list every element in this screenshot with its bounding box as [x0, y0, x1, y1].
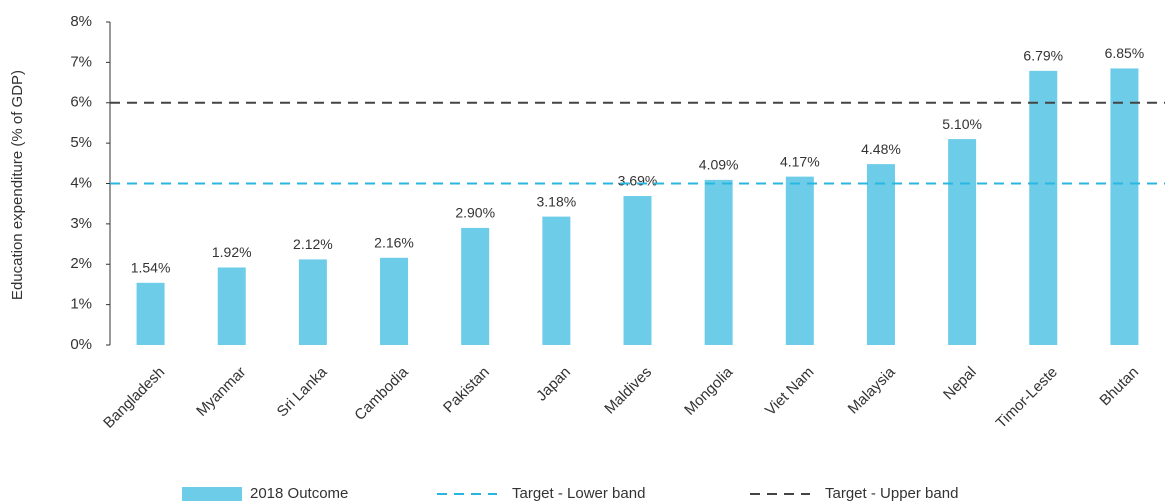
y-tick-label: 3%: [70, 215, 92, 232]
x-tick-label: Bangladesh: [100, 364, 168, 432]
legend-label: Target - Upper band: [825, 485, 958, 502]
value-label: 1.92%: [212, 244, 252, 260]
x-tick-label: Myanmar: [193, 364, 249, 420]
value-label: 6.85%: [1105, 45, 1145, 61]
value-label: 2.12%: [293, 236, 333, 252]
bar: [704, 179, 733, 345]
value-label: 4.48%: [861, 141, 901, 157]
bar: [1029, 70, 1058, 345]
bar: [623, 196, 652, 345]
bar: [1110, 68, 1139, 346]
value-label: 1.54%: [131, 260, 171, 276]
y-tick-label: 5%: [70, 134, 92, 151]
value-label: 4.09%: [699, 157, 739, 173]
x-tick-label: Bhutan: [1096, 364, 1142, 410]
x-tick-label: Cambodia: [351, 363, 412, 424]
value-label: 6.79%: [1023, 48, 1063, 64]
bar: [542, 216, 571, 345]
y-tick-label: 4%: [70, 174, 92, 191]
value-label: 2.16%: [374, 234, 414, 250]
y-tick-label: 7%: [70, 53, 92, 70]
y-axis-label: Education expenditure (% of GDP): [9, 70, 26, 300]
bar: [948, 139, 977, 345]
value-label: 4.17%: [780, 153, 820, 169]
value-label: 3.18%: [536, 193, 576, 209]
legend-label: 2018 Outcome: [250, 485, 348, 502]
y-tick-label: 8%: [70, 13, 92, 30]
x-tick-label: Timor-Leste: [993, 364, 1061, 432]
x-tick-label: Pakistan: [440, 364, 493, 417]
value-label: 5.10%: [942, 116, 982, 132]
bar: [380, 257, 409, 345]
x-tick-label: Maldives: [601, 364, 655, 418]
bar: [298, 259, 327, 345]
x-tick-label: Japan: [533, 364, 574, 405]
y-tick-label: 6%: [70, 94, 92, 111]
value-label: 2.90%: [455, 205, 495, 221]
bar: [136, 282, 165, 345]
legend-swatch: [182, 487, 242, 501]
bar: [785, 176, 814, 345]
x-tick-label: Viet Nam: [762, 364, 817, 419]
y-tick-label: 2%: [70, 255, 92, 272]
legend-label: Target - Lower band: [512, 485, 645, 502]
y-tick-label: 0%: [70, 336, 92, 353]
x-tick-label: Nepal: [940, 364, 980, 404]
bar: [461, 227, 490, 345]
y-tick-label: 1%: [70, 296, 92, 313]
bar: [217, 267, 246, 345]
x-tick-label: Malaysia: [845, 363, 899, 417]
x-tick-label: Sri Lanka: [274, 363, 331, 420]
x-tick-label: Mongolia: [681, 363, 737, 419]
value-label: 3.69%: [618, 173, 658, 189]
bar: [866, 164, 895, 345]
